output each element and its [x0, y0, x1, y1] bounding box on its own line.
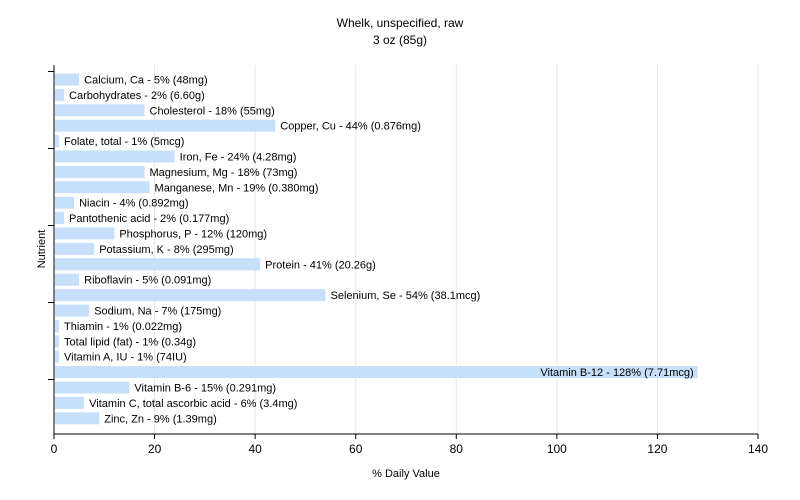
x-axis-ticks: 0 20 40 60 80 100 120 140: [51, 434, 768, 456]
bar-label: Vitamin A, IU - 1% (74IU): [64, 352, 187, 364]
bar-label: Potassium, K - 8% (295mg): [99, 244, 234, 256]
bar: [55, 150, 175, 163]
bar-label: Thiamin - 1% (0.022mg): [64, 321, 182, 333]
x-tick-label: 80: [450, 442, 464, 456]
bar: [55, 165, 145, 178]
chart-title: Whelk, unspecified, raw: [337, 16, 464, 30]
bar: [55, 350, 60, 363]
bar-label: Folate, total - 1% (5mcg): [64, 136, 184, 148]
bar-label: Cholesterol - 18% (55mg): [150, 105, 275, 117]
bar-label: Sodium, Na - 7% (175mg): [94, 306, 221, 318]
bar: [55, 335, 60, 348]
bar-label: Riboflavin - 5% (0.091mg): [84, 275, 211, 287]
bar-labels-group: Calcium, Ca - 5% (48mg) Carbohydrates - 2…: [64, 75, 694, 426]
bar: [55, 273, 80, 286]
x-tick-label: 20: [148, 442, 162, 456]
bar-label: Vitamin B-6 - 15% (0.291mg): [134, 383, 276, 395]
x-tick-label: 0: [51, 442, 58, 456]
bar-label: Niacin - 4% (0.892mg): [79, 198, 188, 210]
bar-label: Vitamin B-12 - 128% (7.71mcg): [540, 367, 693, 379]
bar-label: Iron, Fe - 24% (4.28mg): [180, 152, 297, 164]
y-axis-ticks: [48, 71, 54, 380]
bar-label: Calcium, Ca - 5% (48mg): [84, 75, 207, 87]
x-axis-label: % Daily Value: [372, 468, 440, 480]
bar-label: Magnesium, Mg - 18% (73mg): [150, 167, 298, 179]
bars-group: [55, 73, 698, 425]
bar-label: Phosphorus, P - 12% (120mg): [119, 229, 267, 241]
bar: [55, 119, 276, 132]
x-tick-label: 60: [349, 442, 363, 456]
bar: [55, 319, 60, 332]
bar: [55, 381, 130, 394]
bar: [55, 258, 261, 271]
bar: [55, 135, 60, 148]
bar: [55, 289, 326, 302]
x-tick-label: 100: [547, 442, 567, 456]
bar-label: Selenium, Se - 54% (38.1mcg): [331, 290, 481, 302]
bar-label: Carbohydrates - 2% (6.60g): [69, 90, 205, 102]
x-tick-label: 40: [248, 442, 262, 456]
bar: [55, 196, 75, 209]
bar: [55, 304, 90, 317]
bar-label: Total lipid (fat) - 1% (0.34g): [64, 336, 196, 348]
bar: [55, 181, 150, 194]
bar: [55, 412, 100, 425]
bar: [55, 73, 80, 86]
bar: [55, 104, 145, 117]
bar: [55, 242, 95, 255]
y-axis-label: Nutrient: [36, 230, 48, 269]
bar: [55, 396, 85, 409]
x-tick-label: 140: [748, 442, 768, 456]
bar-label: Manganese, Mn - 19% (0.380mg): [155, 182, 319, 194]
bar-label: Vitamin C, total ascorbic acid - 6% (3.4…: [89, 398, 297, 410]
bar: [55, 227, 115, 240]
bar-label: Protein - 41% (20.26g): [265, 259, 376, 271]
x-tick-label: 120: [647, 442, 667, 456]
bar: [55, 366, 698, 379]
bar: [55, 88, 65, 101]
bar: [55, 212, 65, 225]
bar-label: Pantothenic acid - 2% (0.177mg): [69, 213, 229, 225]
bar-label: Copper, Cu - 44% (0.876mg): [280, 121, 421, 133]
bar-label: Zinc, Zn - 9% (1.39mg): [104, 413, 216, 425]
chart-subtitle: 3 oz (85g): [373, 33, 427, 47]
